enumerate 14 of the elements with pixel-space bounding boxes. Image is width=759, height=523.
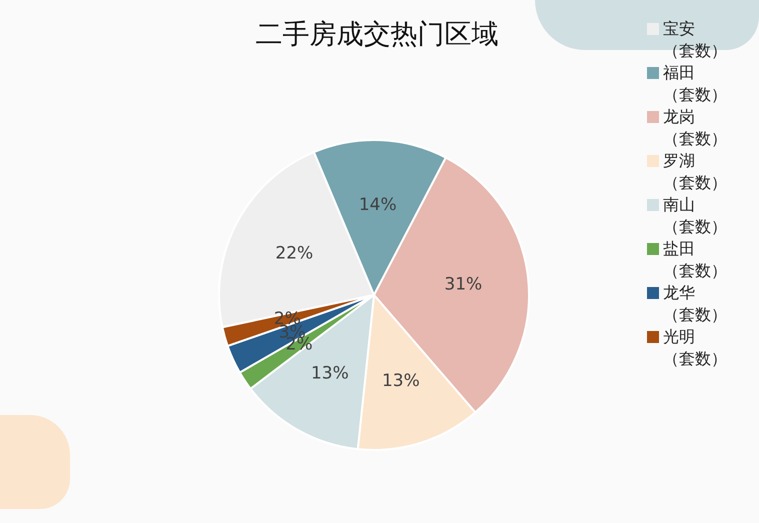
legend-label: 福田（套数） xyxy=(663,62,728,106)
legend-label: 光明（套数） xyxy=(663,326,728,370)
legend-label: 龙岗（套数） xyxy=(663,106,728,150)
data-label: 13% xyxy=(310,363,349,384)
legend-label: 盐田（套数） xyxy=(663,238,728,282)
data-label: 31% xyxy=(444,274,482,295)
legend-label: 南山（套数） xyxy=(663,194,728,238)
data-label: 13% xyxy=(382,370,420,391)
data-label: 22% xyxy=(275,243,314,264)
chart-title: 二手房成交热门区域 xyxy=(256,19,498,50)
legend-label: 罗湖（套数） xyxy=(663,150,728,194)
legend-label: 龙华（套数） xyxy=(663,282,728,326)
legend-label: 宝安（套数） xyxy=(663,18,728,62)
data-label: 14% xyxy=(358,195,397,216)
